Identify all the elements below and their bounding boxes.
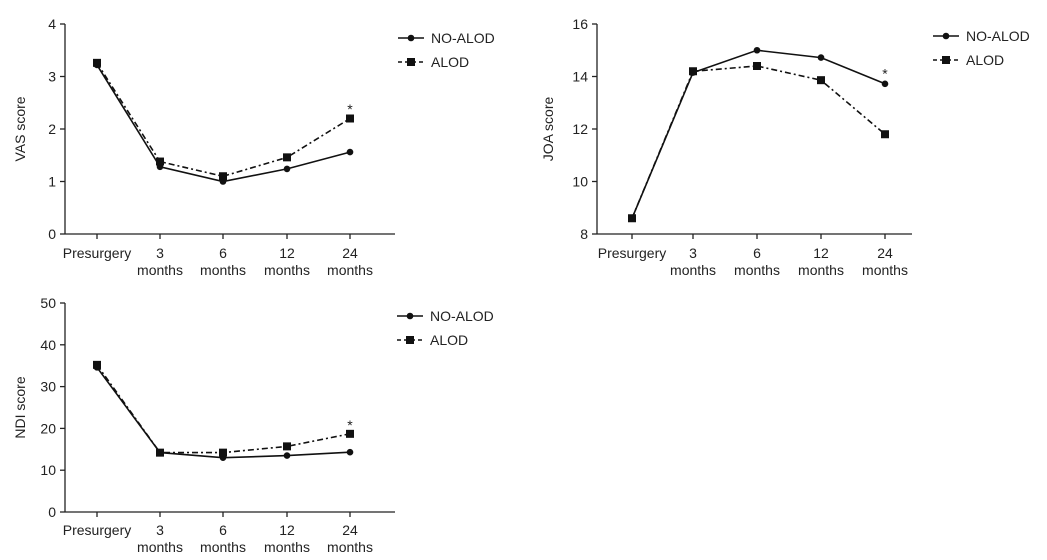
x-tick-label: 12 [279,522,295,538]
y-tick-label: 2 [48,121,56,137]
x-tick-label: 6 [753,245,761,261]
x-tick-label-unit: months [734,262,780,278]
x-tick-label-unit: months [264,539,310,555]
data-point-alod [93,58,101,67]
x-tick-label-unit: months [798,262,844,278]
significance-marker: * [347,417,353,433]
data-point-no-alod [283,452,291,459]
data-point-alod [689,67,697,76]
data-point-no-alod [346,148,354,156]
x-tick-label-unit: months [200,262,246,278]
data-point-alod [156,448,164,457]
legend-label: ALOD [431,54,469,70]
data-point-alod [753,62,761,70]
y-tick-label: 40 [40,337,56,353]
y-tick-label: 14 [572,69,588,85]
y-tick-label: 20 [40,420,56,436]
y-tick-label: 10 [40,462,56,478]
data-point-alod [881,130,889,139]
x-tick-label-unit: months [137,539,183,555]
x-tick-label: 12 [279,245,295,261]
y-tick-label: 0 [48,504,56,520]
x-tick-label: Presurgery [598,245,666,261]
legend-marker-alod [406,336,414,344]
significance-marker: * [882,65,888,81]
data-point-alod [219,448,227,457]
data-point-no-alod [346,448,354,456]
x-tick-label: Presurgery [63,245,131,261]
x-tick-label-unit: months [264,262,310,278]
legend-marker-no-alod [406,312,414,320]
y-tick-label: 1 [48,174,56,190]
data-point-alod [156,157,164,166]
data-point-alod [346,114,354,123]
y-axis-title: NDI score [12,376,28,438]
data-point-alod [283,442,291,451]
legend-marker-no-alod [407,34,415,42]
y-tick-label: 50 [40,295,56,311]
x-tick-label: 12 [813,245,829,261]
x-tick-label-unit: months [862,262,908,278]
y-axis-title: VAS score [12,96,28,161]
series-line-no-alod [631,49,886,219]
x-tick-label-unit: months [327,262,373,278]
data-point-alod [628,214,636,223]
legend-marker-alod [942,56,950,64]
y-tick-label: 12 [572,121,588,137]
x-tick-label: 3 [156,522,164,538]
x-tick-label-unit: months [137,262,183,278]
legend-marker-alod [407,58,415,66]
y-tick-label: 4 [48,16,56,32]
y-tick-label: 16 [572,16,588,32]
x-tick-label: 3 [689,245,697,261]
series-line-alod [96,364,351,454]
data-point-no-alod [817,54,825,61]
x-tick-label: Presurgery [63,522,131,538]
x-tick-label: 3 [156,245,164,261]
data-point-alod [817,76,825,85]
significance-marker: * [347,101,353,117]
series-line-alod [631,65,886,219]
x-tick-label-unit: months [670,262,716,278]
legend-marker-no-alod [942,32,950,40]
data-point-alod [219,172,227,181]
x-tick-label: 6 [219,522,227,538]
y-tick-label: 30 [40,379,56,395]
x-tick-label: 6 [219,245,227,261]
legend-label: NO-ALOD [431,30,495,46]
y-axis-title: JOA score [540,97,556,162]
x-tick-label: 24 [342,245,358,261]
data-point-alod [283,153,291,162]
x-tick-label-unit: months [327,539,373,555]
y-tick-label: 8 [580,226,588,242]
series-line-alod [96,62,351,178]
series-line-no-alod [96,366,351,459]
data-point-no-alod [753,46,761,54]
x-tick-label-unit: months [200,539,246,555]
data-point-no-alod [881,80,889,88]
y-tick-label: 0 [48,226,56,242]
data-point-alod [346,429,354,438]
x-tick-label: 24 [342,522,358,538]
legend-label: ALOD [966,52,1004,68]
data-point-alod [93,360,101,369]
y-tick-label: 3 [48,69,56,85]
x-tick-label: 24 [877,245,893,261]
data-point-no-alod [283,165,291,173]
y-tick-label: 10 [572,174,588,190]
legend-label: NO-ALOD [966,28,1030,44]
legend-label: ALOD [430,332,468,348]
legend-label: NO-ALOD [430,308,494,324]
